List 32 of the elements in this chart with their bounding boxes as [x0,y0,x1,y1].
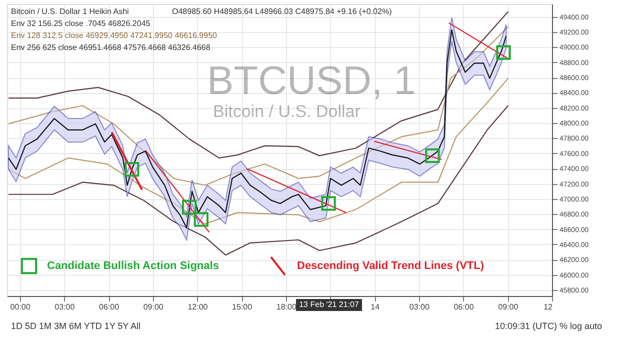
line-series [8,26,509,186]
point [425,148,440,164]
legend-label: Candidate Bullish Action Signals [47,260,219,272]
text: 1D 5D 1M 3M 6M YTD 1Y 5Y All [11,321,141,331]
point [496,45,511,60]
x-tick-label: 09:00 [498,302,519,312]
annotation: Env 128 312.5 close 46929.4950 47241.9950 46616.9950 [11,31,218,40]
chart-title: Bitcoin / U.S. Dollar 1 Heikin Ashi [11,7,130,16]
point [182,200,197,215]
annotation: BTCUSD, 1 [207,59,416,103]
x-tick-label: 18:00 [276,302,297,312]
x-tick-label: 09:00 [143,302,164,312]
x-tick-label: 15:00 [232,302,253,312]
line-series [8,105,509,256]
annotation: O48985.60 H48985.64 L48966.03 C48975.84 +9.16 (+0.02%) [172,7,392,16]
annotation: Env 256 625 close 46951.4668 47576.4668 46326.4668 [11,43,211,52]
legend-label: Descending Valid Trend Lines (VTL) [297,260,484,272]
x-tick-label: 12 [544,302,554,312]
text: 10:09:31 (UTC) % log auto [494,321,602,331]
text: 13 Feb '21 21:07 [299,300,360,309]
x-tick-label: 14 [370,302,380,312]
x-tick-label: 03:00 [54,302,76,312]
annotation: Env 32 156.25 close .7045 46826.2045 [11,19,151,28]
x-tick-label: 06:00 [454,302,474,312]
annotation: Bitcoin / U.S. Dollar [213,102,361,121]
point [124,162,140,177]
point [321,196,336,211]
x-tick-label: 12:00 [188,302,208,312]
x-tick-label: 00:00 [10,302,31,312]
point [194,212,208,227]
x-tick-label: 03:00 [409,302,430,312]
x-tick-label: 06:00 [98,302,120,312]
